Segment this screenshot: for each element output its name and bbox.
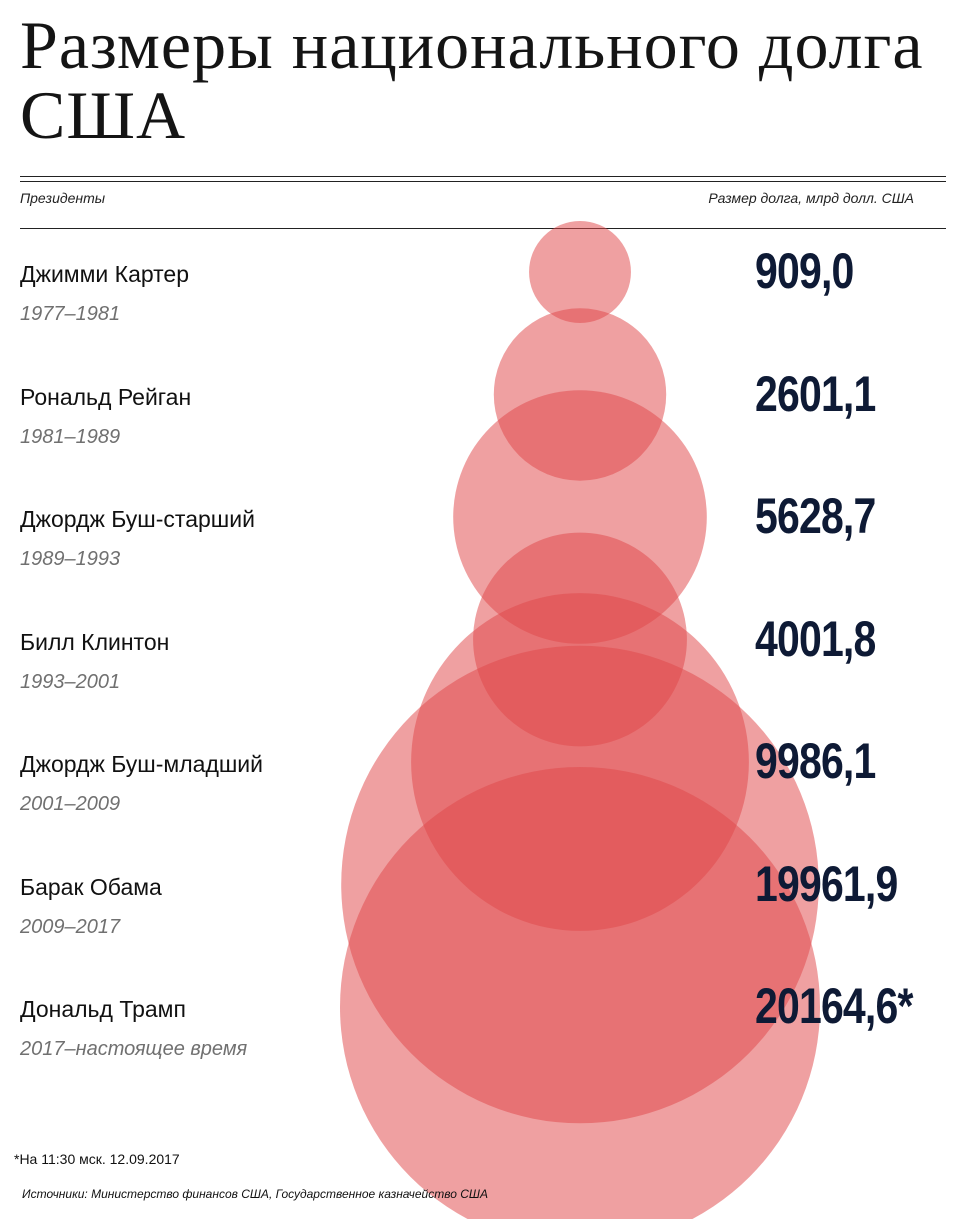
president-name: Джордж Буш-младший [20,751,263,778]
president-row: Барак Обама 2009–2017 [20,874,420,964]
president-term: 1989–1993 [20,548,120,571]
president-row: Рональд Рейган 1981–1989 [20,384,420,474]
president-row: Джимми Картер 1977–1981 [20,261,420,351]
president-name: Джордж Буш-старший [20,506,255,533]
president-name: Дональд Трамп [20,996,186,1023]
president-term: 1981–1989 [20,426,120,449]
debt-bubble [529,221,631,323]
president-name: Джимми Картер [20,261,189,288]
president-term: 1977–1981 [20,303,120,326]
president-term: 2001–2009 [20,793,120,816]
debt-value-label: 9986,1 [755,734,875,788]
president-row: Джордж Буш-младший 2001–2009 [20,751,420,841]
footnote: *На 11:30 мск. 12.09.2017 [14,1151,180,1167]
president-row: Джордж Буш-старший 1989–1993 [20,506,420,596]
debt-value-label: 909,0 [755,244,854,298]
debt-value-label: 4001,8 [755,612,875,666]
president-term: 2017–настоящее время [20,1038,247,1061]
president-term: 1993–2001 [20,671,120,694]
president-row: Дональд Трамп 2017–настоящее время [20,996,420,1086]
president-row: Билл Клинтон 1993–2001 [20,629,420,719]
debt-value-label: 19961,9 [755,857,897,911]
source-note: Источники: Министерство финансов США, Го… [22,1187,488,1201]
president-term: 2009–2017 [20,916,120,939]
president-name: Барак Обама [20,874,162,901]
debt-value-label: 5628,7 [755,489,875,543]
debt-value-label: 2601,1 [755,367,875,421]
president-name: Рональд Рейган [20,384,191,411]
debt-value-label: 20164,6* [755,979,913,1033]
president-name: Билл Клинтон [20,629,169,656]
